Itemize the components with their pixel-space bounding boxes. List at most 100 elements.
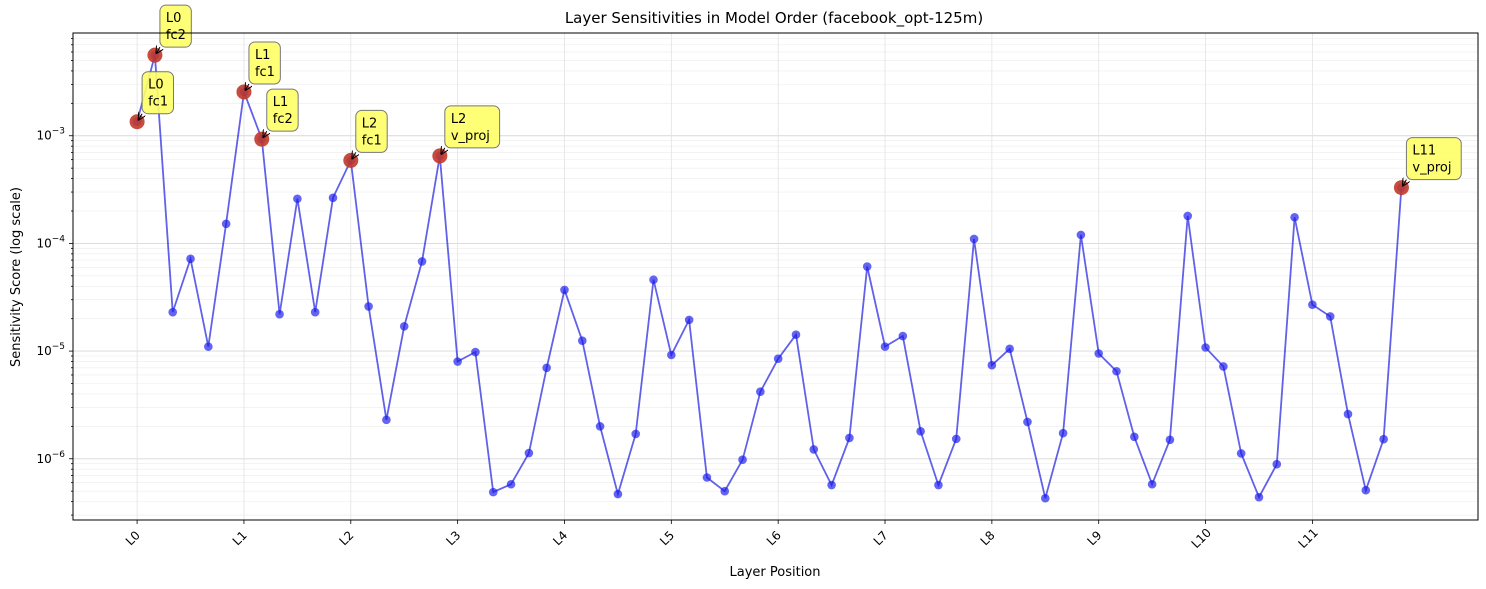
highlight-point: [236, 84, 252, 100]
annotation-layer: L1: [255, 48, 271, 63]
y-tick-label: 10−4: [36, 234, 65, 250]
data-point: [524, 448, 534, 458]
highlight-point: [1393, 180, 1409, 196]
annotation-arrow: [156, 47, 160, 53]
data-point: [1272, 459, 1282, 469]
annotation-layer: L1: [273, 95, 289, 110]
data-point: [1308, 300, 1317, 309]
x-axis-label: Layer Position: [730, 565, 821, 580]
annotation-box: [248, 41, 281, 85]
data-point: [506, 479, 516, 489]
x-tick-label: L7: [871, 528, 891, 548]
annotation-name: fc1: [255, 65, 275, 80]
x-tick-label: L11: [1295, 526, 1320, 551]
data-point: [756, 387, 765, 396]
data-point: [1094, 349, 1104, 358]
highlight-point: [343, 152, 359, 168]
annotation-box: [266, 88, 299, 132]
data-point: [1076, 230, 1086, 240]
annotation-box: [141, 71, 175, 115]
data-point: [880, 342, 890, 351]
data-point: [827, 480, 836, 490]
data-point: [773, 354, 783, 363]
data-point: [560, 285, 569, 295]
data-point: [898, 331, 908, 341]
x-tick-label: L0: [123, 528, 143, 548]
annotation-layer: L0: [148, 78, 164, 93]
y-axis: 10−6 10−5 10−4 10−3: [36, 38, 73, 516]
annotations: L0 fc1 L0 fc2 L1 fc1 L1 fc2 L2 fc1 L2 v_proj L11 v_pr…: [129, 4, 1462, 196]
annotation-layer: L2: [362, 116, 378, 131]
data-point: [1040, 493, 1050, 503]
data-point: [328, 193, 338, 203]
data-point: [1130, 432, 1139, 442]
annotation-layer: L2: [451, 112, 467, 127]
x-tick-label: L8: [978, 528, 998, 548]
series-line: [136, 54, 1403, 500]
y-tick-label: 10−5: [36, 342, 65, 358]
data-point: [417, 257, 427, 266]
x-tick-label: L6: [764, 528, 784, 548]
data-point: [293, 194, 302, 204]
data-point: [809, 445, 819, 454]
data-point: [738, 455, 747, 465]
data-point: [382, 415, 391, 425]
data-point: [1361, 485, 1371, 495]
highlight-point: [129, 114, 145, 130]
x-tick-label: L4: [550, 528, 570, 548]
data-point: [720, 486, 730, 496]
y-axis-label: Sensitivity Score (log scale): [9, 187, 24, 367]
annotation-name: v_proj: [451, 129, 490, 144]
data-point: [951, 434, 961, 444]
data-point: [275, 309, 284, 319]
data-point: [1201, 343, 1210, 352]
series: [132, 50, 1406, 503]
data-point: [631, 429, 641, 439]
data-point: [1112, 366, 1121, 376]
annotation-name: fc2: [166, 28, 186, 43]
data-point: [862, 262, 872, 271]
annotation-arrow: [139, 114, 143, 120]
annotation-name: fc1: [362, 133, 382, 148]
annotation-arrow: [1403, 180, 1407, 186]
data-point: [1290, 212, 1299, 222]
annotation-arrow: [263, 131, 267, 137]
x-tick-label: L5: [657, 528, 677, 548]
data-point: [916, 426, 925, 436]
data-point: [471, 347, 480, 357]
highlight-point: [147, 47, 163, 63]
data-point: [1254, 492, 1264, 502]
data-point: [310, 307, 320, 317]
x-tick-label: L1: [230, 528, 250, 548]
annotation-name: fc2: [273, 112, 293, 127]
annotation-arrow: [245, 84, 249, 90]
data-point: [1165, 435, 1175, 445]
data-point: [667, 350, 676, 360]
data-point: [1058, 428, 1068, 438]
highlight-point: [432, 148, 448, 164]
data-point: [1236, 449, 1246, 458]
grid: [73, 33, 1478, 520]
annotation-box: [159, 4, 192, 48]
annotation-arrow: [352, 152, 356, 158]
data-point: [168, 307, 178, 317]
data-point: [791, 330, 801, 339]
data-point: [542, 363, 551, 373]
chart-title: Layer Sensitivities in Model Order (face…: [565, 9, 983, 28]
data-point: [399, 321, 409, 331]
data-point: [1005, 344, 1014, 354]
annotation-layer: L11: [1412, 144, 1436, 159]
x-axis: L0 L1 L2 L3 L4 L5 L6 L7 L8 L9 L10 L11: [123, 520, 1321, 551]
y-tick-label: 10−3: [36, 127, 65, 143]
data-point: [453, 357, 462, 366]
highlight-point: [254, 131, 270, 147]
annotation-box: [355, 109, 388, 153]
annotation-box: [1405, 137, 1462, 181]
data-point: [649, 275, 658, 285]
data-point: [1183, 211, 1193, 221]
data-point: [1147, 479, 1157, 489]
data-point: [1325, 312, 1335, 321]
data-point: [577, 336, 587, 345]
annotation-name: fc1: [148, 95, 168, 110]
